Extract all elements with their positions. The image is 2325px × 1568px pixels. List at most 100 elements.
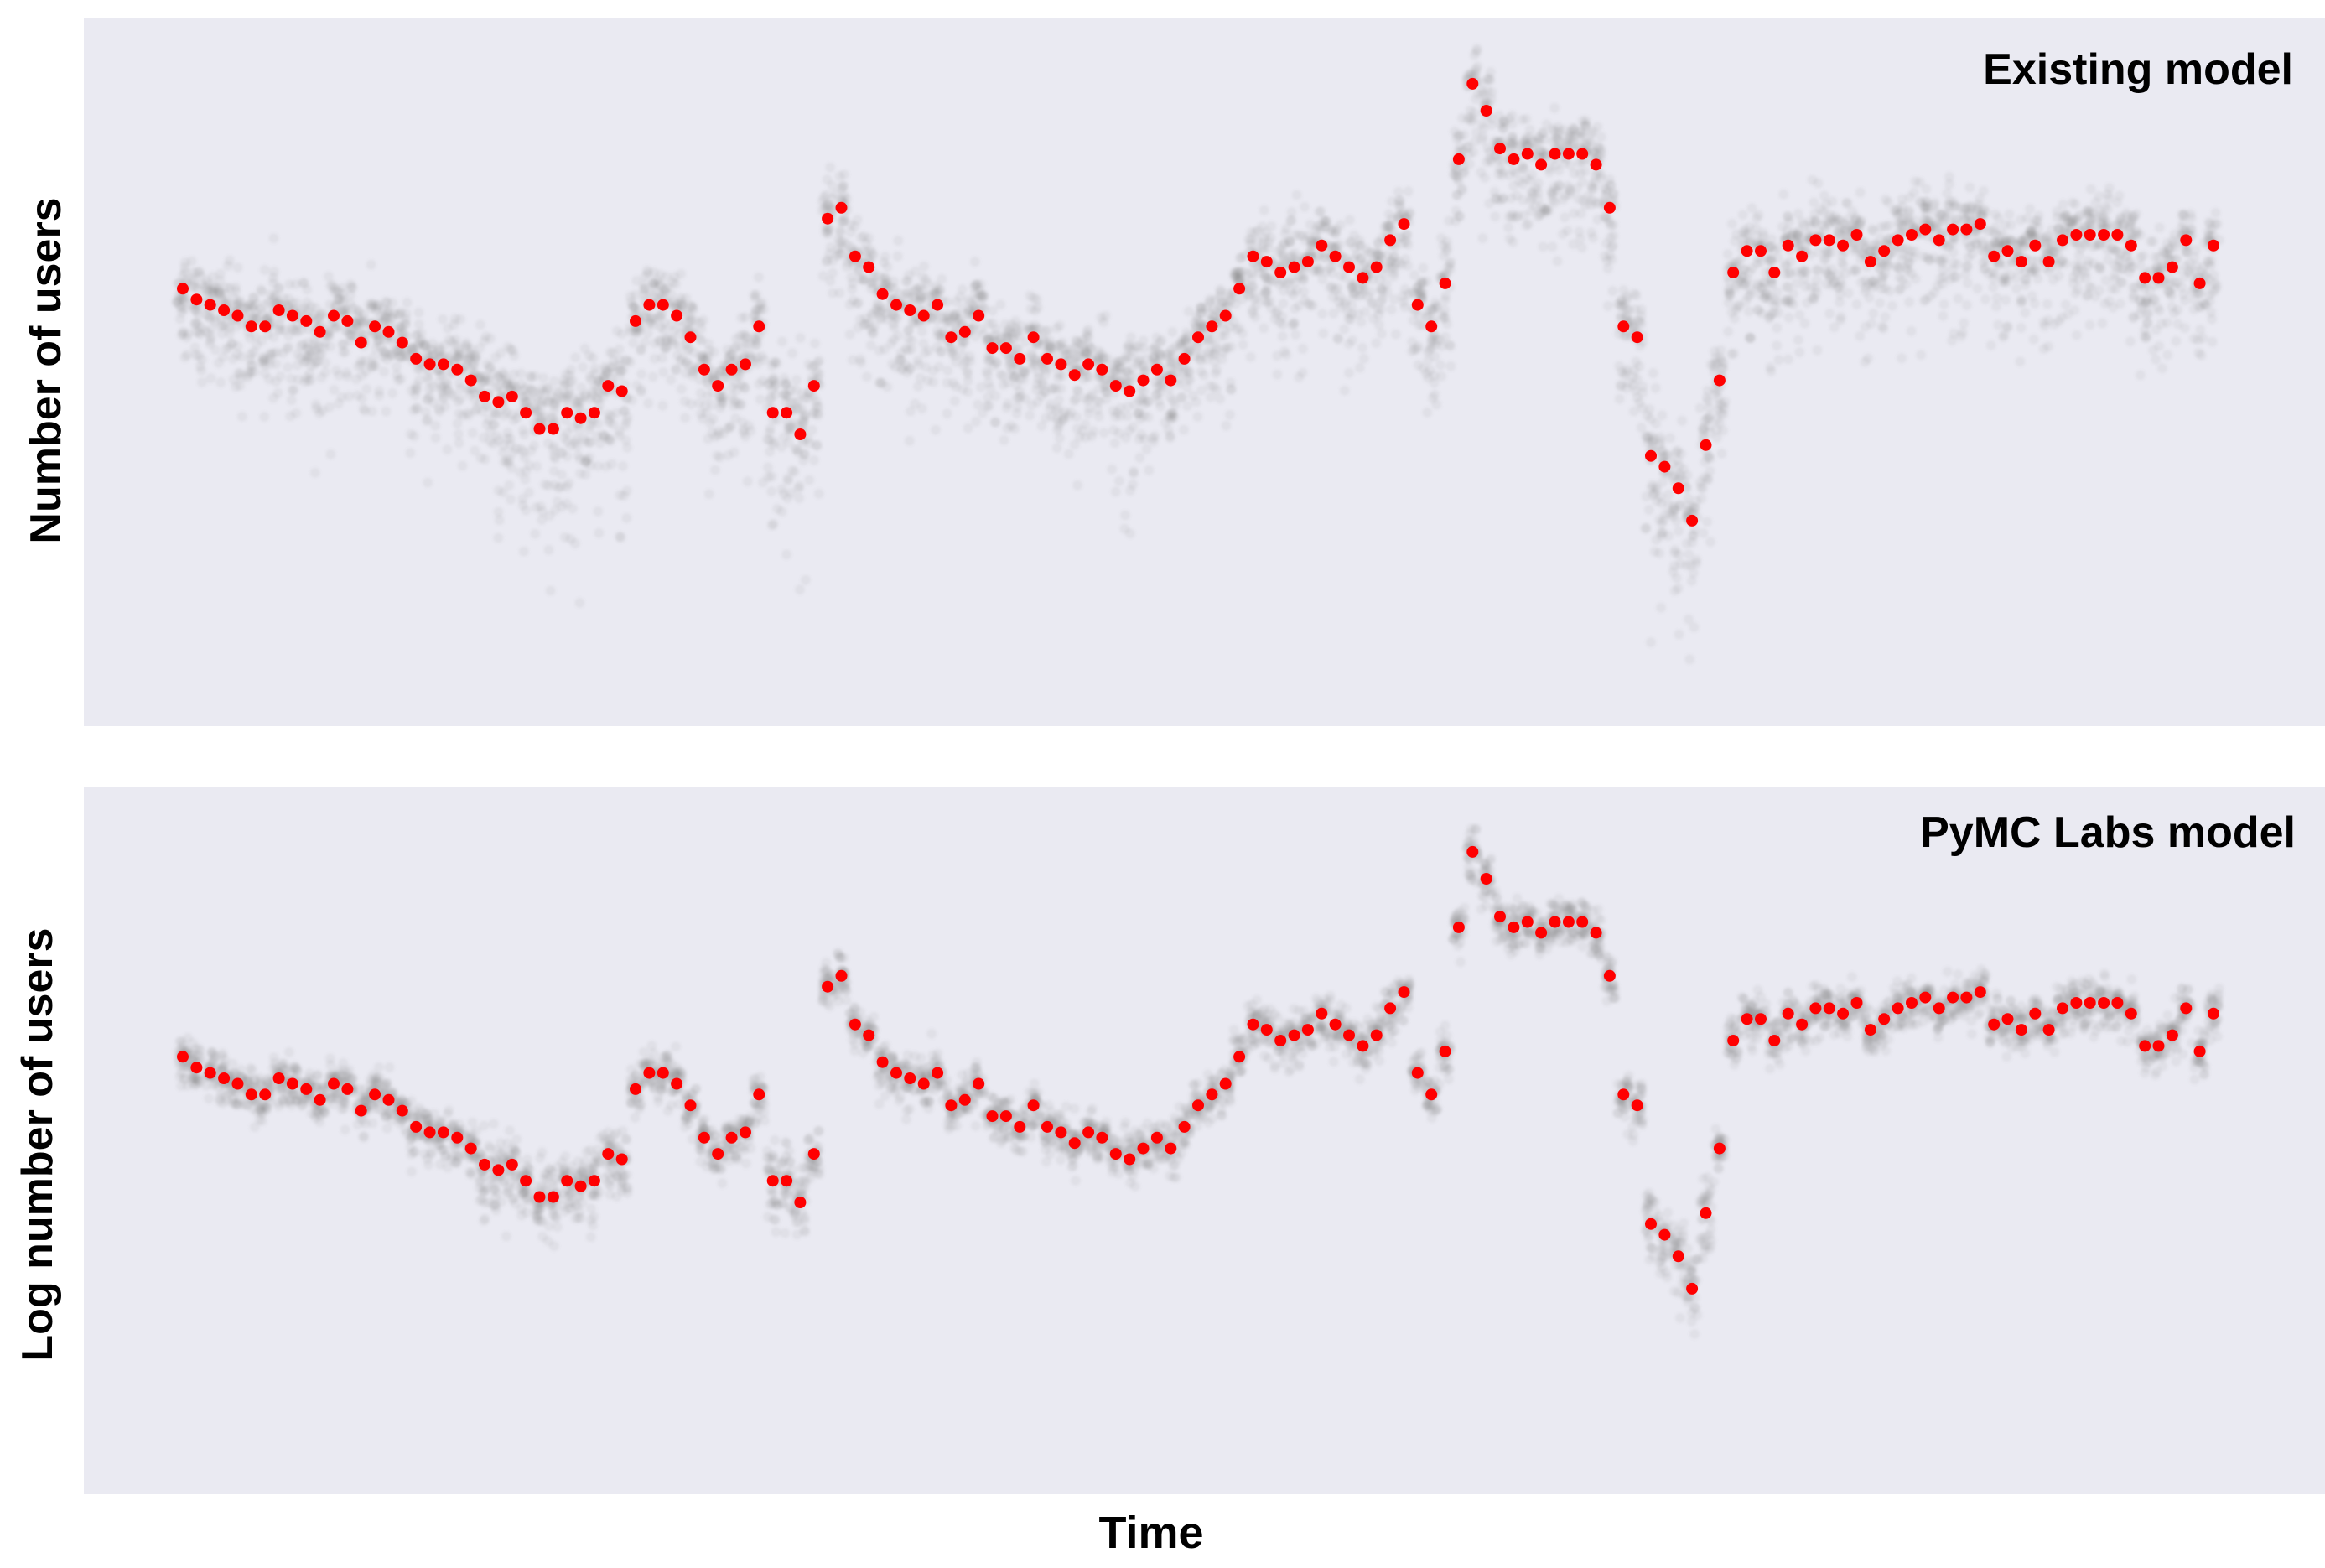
posterior-sample [2070,288,2081,299]
posterior-sample [812,357,823,368]
posterior-sample [1518,210,1529,221]
posterior-sample [1469,49,1480,60]
posterior-sample [1421,312,1432,323]
posterior-sample [268,332,279,343]
posterior-sample [493,532,504,543]
posterior-sample [1677,415,1688,426]
posterior-sample [1517,164,1528,174]
posterior-sample [1904,297,1915,308]
posterior-sample [1715,408,1726,418]
posterior-sample [1769,245,1780,256]
posterior-sample [1063,449,1074,459]
posterior-sample [2053,270,2064,281]
posterior-sample [1297,367,1308,378]
posterior-sample [1988,282,1999,293]
posterior-sample [518,392,529,402]
posterior-sample [636,369,646,380]
posterior-sample [987,305,998,316]
posterior-sample [309,318,320,328]
posterior-sample [340,346,350,357]
posterior-sample [1307,300,1318,311]
posterior-sample [825,162,836,173]
posterior-sample [470,405,481,416]
posterior-sample [1596,169,1606,179]
posterior-sample [1312,262,1323,273]
posterior-sample [667,277,678,288]
posterior-sample [1505,138,1516,148]
posterior-sample [1122,342,1133,353]
posterior-sample [249,366,260,377]
posterior-sample [835,225,845,236]
posterior-sample [222,260,233,271]
posterior-sample [2085,184,2096,195]
posterior-sample [1772,323,1783,333]
posterior-sample [2151,354,2162,365]
posterior-sample [1109,438,1120,449]
posterior-sample [1655,436,1666,447]
posterior-sample [570,538,580,549]
posterior-sample [631,380,642,391]
posterior-sample [2139,325,2150,335]
posterior-sample [810,338,820,349]
posterior-sample [1575,132,1585,143]
posterior-sample [1176,392,1187,402]
posterior-sample [2171,335,2182,346]
posterior-sample [799,411,810,421]
posterior-sample [275,371,286,382]
posterior-sample [1358,353,1369,364]
posterior-sample [1353,290,1364,301]
posterior-sample [2079,267,2090,278]
posterior-sample [1751,213,1762,224]
posterior-sample [1810,283,1821,293]
posterior-sample [1042,325,1053,336]
posterior-sample [1289,317,1300,328]
posterior-sample [1851,299,1862,309]
posterior-sample [1811,264,1822,275]
posterior-sample [888,319,899,329]
posterior-sample [2027,291,2037,302]
posterior-sample [1698,527,1709,538]
posterior-sample [1728,348,1739,359]
posterior-sample [919,261,929,272]
posterior-sample [614,344,625,355]
posterior-sample [530,371,540,382]
posterior-sample [652,275,663,286]
posterior-sample [1259,271,1270,282]
posterior-sample [1203,335,1214,346]
posterior-sample [1593,141,1604,152]
posterior-sample [1835,314,1845,325]
posterior-sample [493,371,504,382]
posterior-sample [562,436,573,447]
posterior-sample [584,437,594,448]
posterior-sample [1547,241,1558,252]
posterior-sample [430,420,441,431]
posterior-sample [1772,287,1783,298]
posterior-sample [2043,341,2053,352]
posterior-sample [1646,637,1656,647]
posterior-sample [2011,283,2021,294]
posterior-sample [1910,273,1921,284]
posterior-sample [885,282,896,293]
posterior-sample [712,450,723,461]
posterior-sample [461,338,472,349]
posterior-sample [1330,227,1341,237]
posterior-sample [1737,210,1748,221]
posterior-sample [765,423,776,434]
posterior-sample [1684,654,1695,665]
posterior-sample [1051,413,1062,424]
posterior-sample [1650,382,1661,393]
posterior-sample [2135,230,2146,240]
posterior-sample [2094,285,2105,296]
posterior-sample [880,252,890,262]
posterior-sample [213,283,224,294]
posterior-sample [1832,214,1843,225]
posterior-sample [360,406,371,417]
posterior-sample [1745,332,1756,343]
posterior-sample [179,352,190,363]
posterior-sample [789,466,800,477]
posterior-sample [821,257,832,267]
posterior-sample [736,398,746,409]
posterior-sample [838,180,849,191]
posterior-sample [298,356,309,367]
posterior-sample [1259,246,1269,257]
